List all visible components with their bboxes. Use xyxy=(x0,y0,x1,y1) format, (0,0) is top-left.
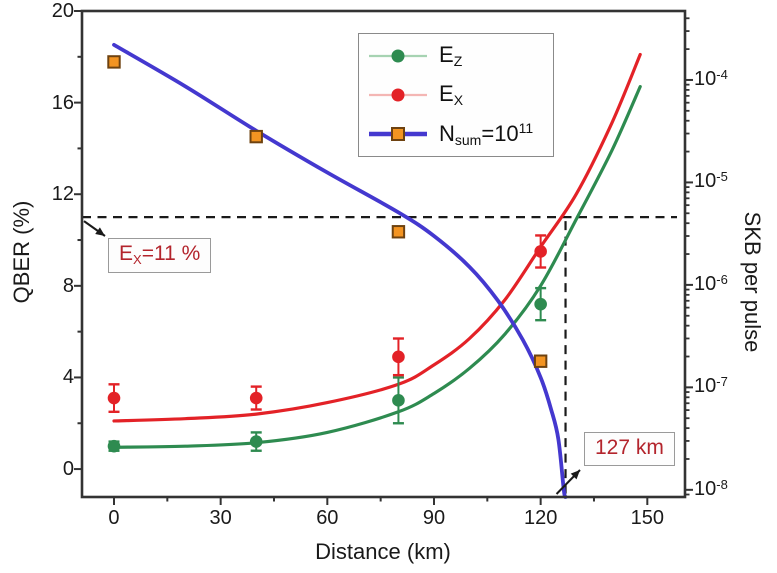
nsum-marker-icon xyxy=(369,127,427,142)
y-right-tick-label: 10-8 xyxy=(694,476,728,500)
ex-point xyxy=(534,245,547,258)
x-axis-title: Distance (km) xyxy=(315,539,451,564)
y-left-tick-label: 4 xyxy=(62,366,74,389)
x-tick-label: 0 xyxy=(108,507,120,529)
ez-point xyxy=(534,297,547,311)
ex-point xyxy=(107,391,121,405)
x-tick-label: 30 xyxy=(209,507,232,529)
nsum-point xyxy=(391,225,406,239)
legend-item-ez: EZ xyxy=(359,37,553,75)
y-right-tick-label: 10-6 xyxy=(694,271,728,295)
legend-ex-dot xyxy=(391,88,405,102)
ez-point xyxy=(107,439,121,453)
y-left-tick-label: 20 xyxy=(51,0,74,22)
y-left-tick-label: 0 xyxy=(62,458,74,481)
nsum-point xyxy=(533,354,548,368)
legend-label-ez: EZ xyxy=(439,42,463,70)
legend-label-nsum: Nsum=1011 xyxy=(439,120,534,149)
ex-annotation-arrow-head xyxy=(95,227,105,236)
km-annotation-arrow-head xyxy=(570,470,580,480)
x-tick-label: 150 xyxy=(630,507,664,529)
ez-curve xyxy=(112,85,642,449)
legend-label-ex: EX xyxy=(439,81,464,109)
y-right-tick-label: 10-5 xyxy=(694,169,728,193)
ex-point xyxy=(249,391,263,405)
legend-ez-dot xyxy=(391,49,405,63)
y-left-tick-label: 8 xyxy=(62,274,74,297)
legend-item-ex: EX xyxy=(359,76,553,114)
distance-annotation: 127 km xyxy=(584,432,675,466)
ex-curve xyxy=(112,52,642,423)
nsum-point xyxy=(107,55,121,69)
legend: EZ EX Nsum=1011 xyxy=(358,33,554,157)
ex-threshold-annotation: EX=11 % xyxy=(108,238,212,273)
ez-marker-icon xyxy=(369,49,427,63)
ex-marker-icon xyxy=(369,88,427,102)
x-tick-label: 90 xyxy=(422,507,446,529)
y-left-tick-label: 12 xyxy=(51,183,74,206)
ex-point xyxy=(392,350,405,364)
right-axis-title: SKB per pulse xyxy=(740,211,765,353)
ez-point xyxy=(249,435,263,448)
legend-item-nsum: Nsum=1011 xyxy=(359,115,553,153)
x-tick-label: 120 xyxy=(523,507,558,529)
y-right-tick-label: 10-4 xyxy=(694,66,728,90)
x-tick-label: 60 xyxy=(316,507,339,529)
legend-nsum-square xyxy=(391,127,405,142)
nsum-point xyxy=(249,129,263,144)
ez-point xyxy=(392,394,405,407)
y-left-tick-label: 16 xyxy=(51,91,74,114)
y-right-tick-label: 10-7 xyxy=(694,374,728,398)
